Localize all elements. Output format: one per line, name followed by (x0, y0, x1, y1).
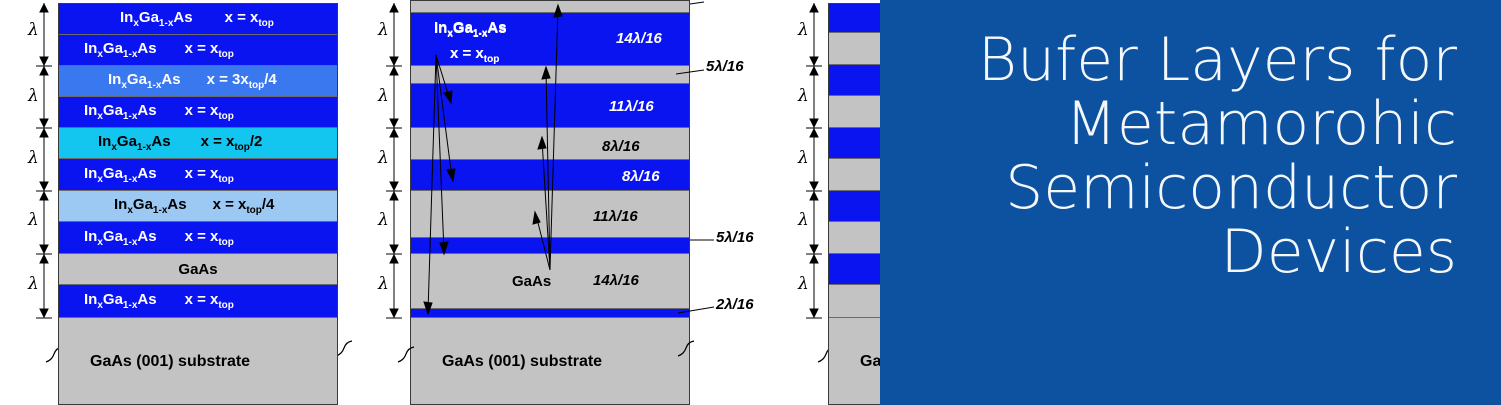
thickness-label: 8λ/16 (602, 138, 640, 155)
substrate-label: GaAs (001) substrate (442, 352, 603, 370)
lambda-label: λ (798, 86, 809, 106)
thickness-label: 11λ/16 (593, 208, 638, 225)
banner-title-line: Bufer Layers for (977, 25, 1457, 95)
substrate-label: Ga (860, 352, 882, 370)
top-layer-composition: x = xtop (450, 45, 500, 65)
layer-ingaas (410, 309, 690, 318)
lambda-label: λ (28, 86, 39, 106)
layer-ingaas: InxGa1-xAs x = xtop (58, 159, 338, 191)
lambda-label: λ (378, 210, 389, 230)
substrate-layer: GaAs (001) substrate (58, 318, 338, 405)
lambda-label: λ (378, 148, 389, 168)
banner-title-line: Metamorohic (1065, 89, 1457, 159)
lambda-label: λ (798, 274, 809, 294)
lambda-label: λ (28, 148, 39, 168)
layer-ingaas-3-4: InxGa1-xAs x = 3xtop/4 (58, 66, 338, 97)
layer-ingaas (410, 160, 690, 191)
top-layer-name: InxGa1-xAs (434, 19, 507, 39)
thickness-label: 5λ/16 (716, 229, 754, 246)
banner-title-line: Devices (1220, 217, 1457, 287)
lambda-label: λ (798, 148, 809, 168)
layer-ingaas-top: InxGa1-xAs x = xtop (410, 13, 690, 66)
lambda-label: λ (28, 20, 39, 40)
thickness-label: 2λ/16 (716, 296, 754, 313)
lambda-label: λ (378, 86, 389, 106)
layer-gaas (410, 66, 690, 84)
panel-layer-stack-graded: λ λ λ λ λ InxGa1-xAs x = xtop InxGa1-xAs… (0, 0, 370, 405)
thickness-label: 8λ/16 (622, 168, 660, 185)
layer-ingaas (410, 84, 690, 128)
layer-gaas (410, 191, 690, 238)
title-banner: Bufer Layers for Metamorohic Semiconduct… (880, 0, 1501, 405)
lambda-label: λ (378, 20, 389, 40)
lambda-label: λ (798, 20, 809, 40)
layer-ingaas-1-2: InxGa1-xAs x = xtop/2 (58, 128, 338, 159)
layer-ingaas: InxGa1-xAs x = xtop (58, 285, 338, 318)
ray-arrows (386, 1, 715, 363)
layer-gaas: GaAs (58, 254, 338, 285)
top-layer-label: InxGa1-xAs x = xtop (434, 18, 507, 70)
substrate-label: GaAs (001) substrate (90, 352, 251, 370)
layer-ingaas: InxGa1-xAs x = xtop (58, 222, 338, 254)
layer-gaas-thin (410, 0, 690, 13)
thickness-label: 14λ/16 (616, 30, 662, 47)
layer-ingaas-1-4: InxGa1-xAs x = xtop/4 (58, 191, 338, 222)
gaas-label: GaAs (512, 273, 552, 290)
panel-layer-stack-optical: InxGa1-xAs x = xtop GaAs (001) substrate… (360, 0, 790, 405)
layer-ingaas: InxGa1-xAs x = xtop (58, 35, 338, 66)
layer-gaas-label: GaAs (178, 260, 218, 278)
substrate-layer: GaAs (001) substrate (410, 318, 690, 405)
lambda-label: λ (378, 274, 389, 294)
layer-ingaas: InxGa1-xAs x = xtop (58, 97, 338, 128)
banner-title: Bufer Layers for Metamorohic Semiconduct… (978, 28, 1457, 284)
banner-title-line: Semiconductor (1005, 153, 1457, 223)
lambda-label: λ (28, 210, 39, 230)
layer-gaas (410, 128, 690, 160)
layer-ingaas: InxGa1-xAs x = xtop (58, 3, 338, 35)
lambda-label: λ (28, 274, 39, 294)
thickness-label: 11λ/16 (609, 98, 654, 115)
lambda-label: λ (798, 210, 809, 230)
thickness-label: 14λ/16 (593, 272, 639, 289)
thickness-label: 5λ/16 (706, 58, 744, 75)
lambda-dimension-lines (36, 2, 353, 363)
